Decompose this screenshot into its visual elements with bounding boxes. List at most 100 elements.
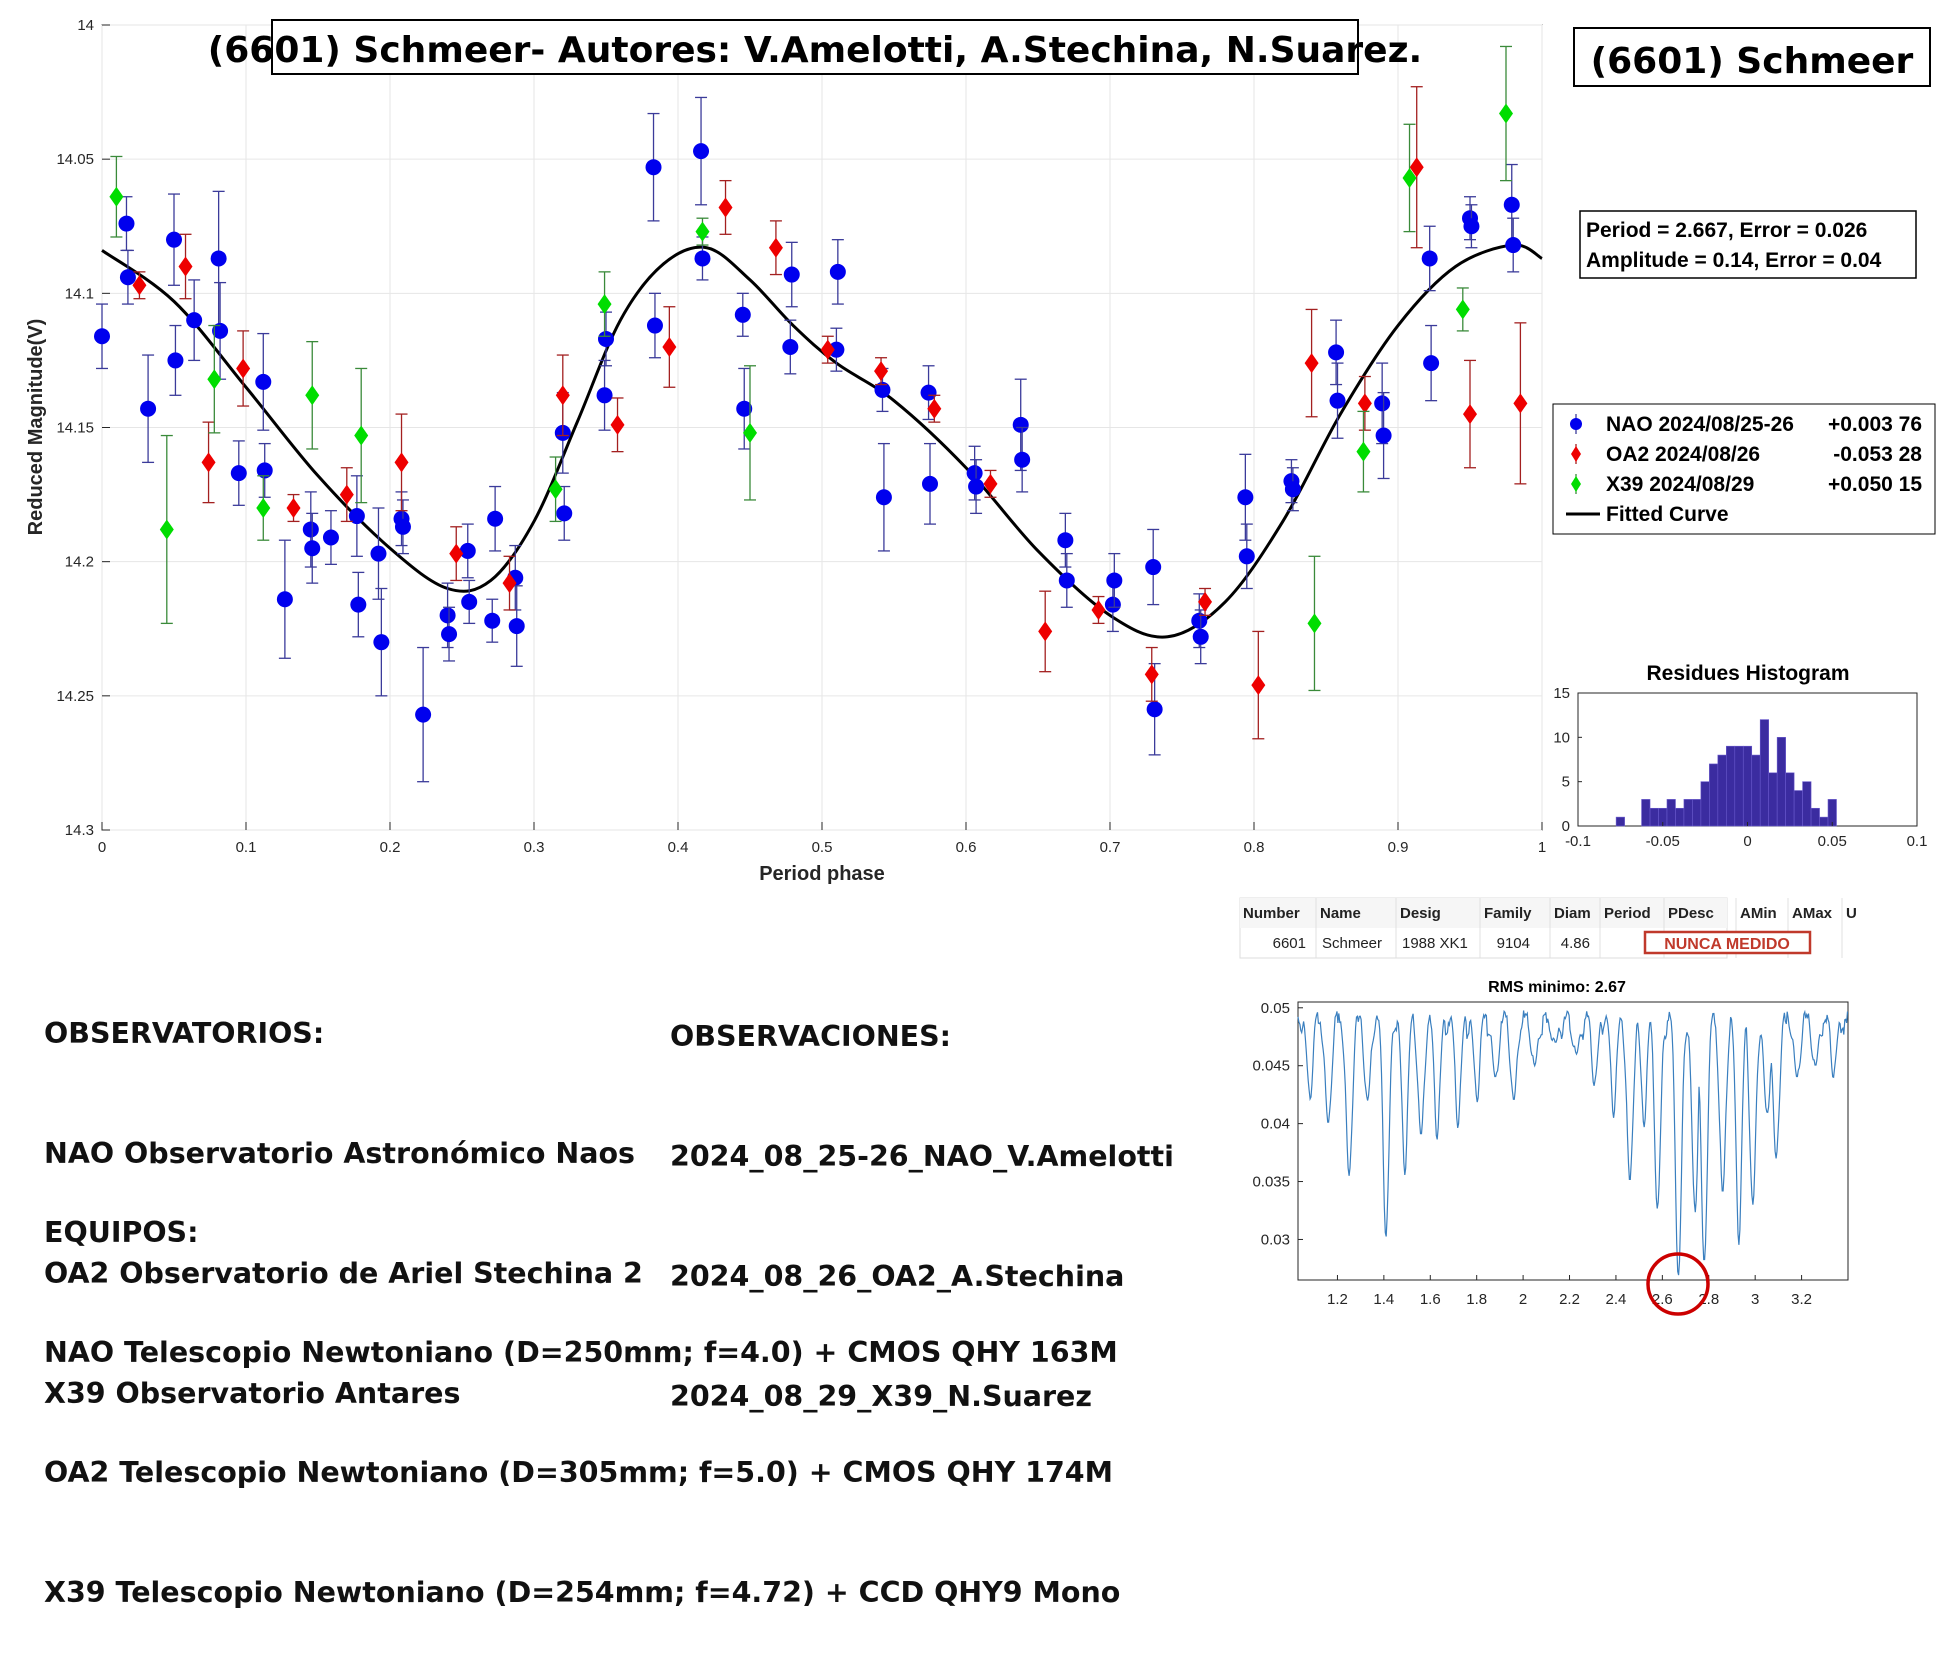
rms-y-tick-label: 0.05 [1261,1000,1290,1017]
oa2-data-point [394,452,409,473]
histogram-bar [1742,745,1753,827]
oa2-data-point [502,573,517,594]
rms-x-tick-label: 2 [1519,1291,1527,1308]
histogram-bar [1793,790,1803,827]
histogram-bar [1810,807,1820,827]
oa2-legend-label: OA2 2024/08/26 [1606,443,1760,466]
observaciones-title: OBSERVACIONES: [670,1020,952,1053]
nao-data-point [94,328,110,345]
nao-data-point [1145,559,1162,576]
x-tick-label: 1 [1538,839,1546,856]
table-header-cell: Desig [1400,905,1441,922]
x-tick-label: 0 [98,839,106,856]
x39-legend-label: X39 2024/08/29 [1606,473,1754,496]
residues-histogram: Residues Histogram -0.1 -0.05 0 0.05 0.1 0 5 10… [1553,662,1927,850]
nao-data-point [302,521,319,538]
nao-data-point [1191,612,1208,629]
observatorios-title: OBSERVATORIOS: [44,1017,325,1050]
oa2-data-point [236,358,251,379]
hist-x-tick-label: 0 [1743,833,1751,850]
hist-y-tick-label: 15 [1553,685,1570,702]
rms-x-tick-label: 3.2 [1791,1291,1812,1308]
hist-y-tick-label: 0 [1562,818,1570,835]
nao-data-point [461,593,478,610]
table-header-cell: Name [1320,905,1361,922]
x39-data-point [695,221,710,242]
table-row-cell: 9104 [1497,935,1530,952]
nao-data-point [874,381,891,398]
fitted-curve-legend-label: Fitted Curve [1606,503,1729,526]
histogram-bar [1615,816,1625,827]
table-header-cell: AMax [1792,905,1833,922]
histogram-bar [1683,799,1693,827]
chart-title: (6601) Schmeer- Autores: V.Amelotti, A.S… [208,30,1422,71]
nao-data-point [598,330,614,347]
histogram-bar [1751,754,1761,827]
nao-legend-label: NAO 2024/08/25-26 [1606,413,1794,436]
oa2-data-point [201,452,216,473]
hist-y-tick-label: 10 [1553,729,1570,746]
x39-data-point [207,369,222,390]
table-header-cell: Period [1604,905,1651,922]
rms-x-tick-label: 1.8 [1466,1291,1487,1308]
oa2-data-point [1304,353,1319,374]
fit-amplitude: Amplitude = 0.14, Error = 0.04 [1586,249,1882,272]
oa2-legend-offset: -0.053 28 [1833,443,1922,466]
nao-data-point [734,306,751,323]
rms-y-tick-label: 0.04 [1261,1116,1290,1133]
nao-data-point [348,508,365,525]
y-tick-label: 14.1 [65,285,94,302]
equipos-block: EQUIPOS: NAO Telescopio Newtoniano (D=25… [44,1133,1120,1653]
x-tick-label: 0.4 [668,839,689,856]
x39-data-point [1307,613,1322,634]
nao-data-point [459,542,476,559]
histogram-title: Residues Histogram [1646,662,1849,685]
oa2-legend-marker [1571,446,1581,462]
histogram-bar [1666,799,1676,827]
nao-data-point [968,478,985,495]
nao-data-point [1057,532,1074,549]
hist-x-tick-label: -0.05 [1646,833,1680,850]
oa2-data-point [768,237,783,258]
rms-y-tick-label: 0.035 [1252,1174,1290,1191]
nao-legend-offset: +0.003 76 [1828,413,1922,436]
histogram-bar [1717,754,1727,827]
rms-periodogram: RMS minimo: 2.67 1.2 1.4 1.6 1.8 2 2.2 2.4 2.6 2… [1252,979,1849,1316]
fitted-curve [101,243,1543,639]
table-header-cell: Diam [1554,905,1591,922]
nao-data-point [645,159,662,176]
figure-canvas: 0 0.1 0.2 0.3 0.4 0.5 0.6 0.7 0.8 0.9 1 14 14.05 14.1… [25,17,1936,1316]
oa2-data-point [1091,599,1106,620]
x-tick-label: 0.7 [1100,839,1121,856]
x39-data-point [1455,299,1470,320]
histogram-bar [1802,781,1812,827]
light-curve-plot: 0 0.1 0.2 0.3 0.4 0.5 0.6 0.7 0.8 0.9 1 14 14.05 14.1… [25,17,1546,885]
object-label: (6601) Schmeer [1591,41,1914,82]
oa2-data-point [718,197,733,218]
fit-info-box: Period = 2.667, Error = 0.026 Amplitude … [1579,210,1917,279]
observacion-line: 2024_08_25-26_NAO_V.Amelotti [670,1140,1174,1173]
nao-data-point [1503,196,1520,213]
nao-legend-marker [1570,418,1582,430]
table-header-cell: Family [1484,905,1532,922]
table-row-cell: Schmeer [1322,935,1382,952]
x39-data-point [548,479,563,500]
x-tick-label: 0.8 [1244,839,1265,856]
light-curve-ticks: 0 0.1 0.2 0.3 0.4 0.5 0.6 0.7 0.8 0.9 1 14 14.05 14.1… [56,17,1546,856]
x39-data-point [159,519,174,540]
x39-legend-offset: +0.050 15 [1828,473,1922,496]
nao-data-point [508,618,525,635]
x39-data-point [256,498,271,518]
nao-data-point [484,612,501,629]
table-row-cell: 6601 [1273,935,1306,952]
oa2-data-point [1251,675,1266,696]
nao-data-point [373,634,390,651]
table-header-cell: PDesc [1668,905,1714,922]
nao-data-point [1329,392,1346,409]
nao-data-point [1423,355,1440,372]
x-tick-label: 0.6 [956,839,977,856]
nao-data-point [1146,701,1163,718]
nao-data-point [322,529,339,546]
histogram-bar [1700,781,1710,827]
x39-data-point [109,186,124,207]
